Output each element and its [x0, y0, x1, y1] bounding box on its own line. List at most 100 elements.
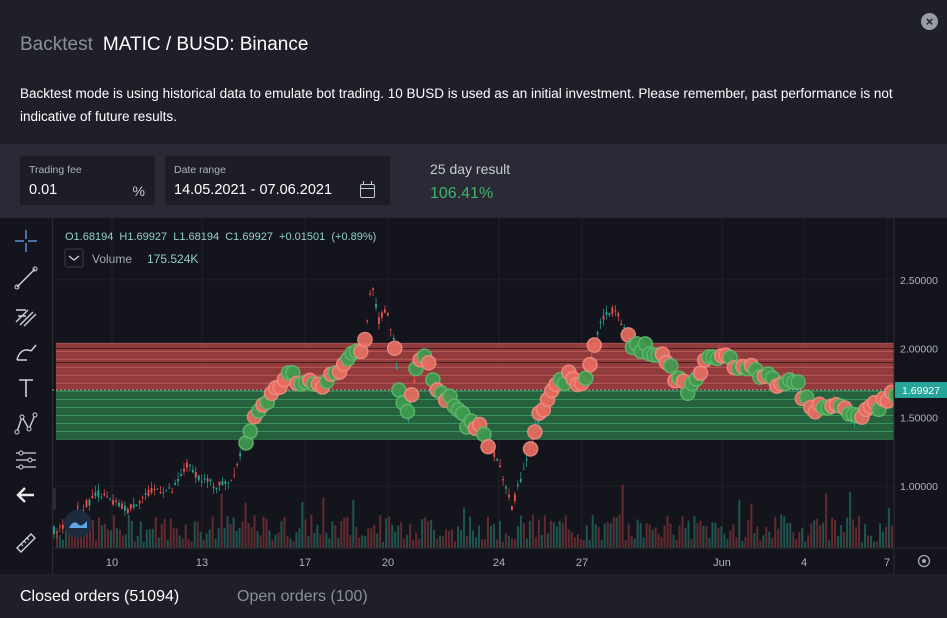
volume-bar — [603, 523, 606, 548]
volume-bar — [753, 533, 756, 548]
candle-body — [212, 486, 215, 488]
volume-bar — [588, 539, 591, 548]
volume-bar — [400, 522, 403, 548]
volume-bar — [567, 529, 570, 548]
volume-bar — [253, 515, 256, 548]
volume-bar — [115, 528, 118, 548]
last-price-tag: 1.69927 — [895, 381, 947, 398]
volume-bar — [750, 503, 753, 548]
trend-line-icon[interactable] — [13, 265, 39, 291]
crosshair-icon[interactable] — [13, 228, 39, 254]
volume-bar — [169, 518, 172, 548]
volume-bar — [283, 516, 286, 548]
volume-bar — [594, 524, 597, 548]
sell-order-marker — [420, 354, 437, 371]
volume-bar — [513, 539, 516, 548]
volume-bar — [633, 538, 636, 548]
volume-bar — [711, 522, 714, 548]
chart-area[interactable]: 2.50000 2.00000 1.50000 1.00000 10 13 17 20 24 2… — [0, 218, 947, 574]
volume-bar — [445, 529, 448, 548]
volume-bar — [457, 526, 460, 548]
volume-bar — [418, 539, 421, 548]
sell-order-marker — [522, 441, 539, 457]
volume-bar — [522, 523, 525, 548]
volume-bar — [732, 524, 735, 548]
volume-bar — [561, 522, 564, 548]
volume-bar — [475, 537, 477, 548]
volume-bar — [831, 517, 834, 548]
sell-order-marker — [480, 438, 496, 455]
trading-fee-field[interactable]: Trading fee 0.01 % — [20, 156, 155, 205]
fib-icon[interactable] — [13, 302, 39, 328]
candle-body — [596, 331, 599, 335]
volume-bar — [798, 532, 801, 548]
tab-closed-orders[interactable]: Closed orders (51094) — [20, 588, 180, 605]
candle-body — [106, 496, 109, 498]
measure-icon[interactable] — [13, 447, 39, 473]
trading-fee-value[interactable]: 0.01 — [29, 182, 58, 198]
volume-bar — [319, 534, 322, 548]
volume-bar — [178, 535, 181, 548]
volume-bar — [489, 525, 492, 548]
volume-bar — [837, 535, 840, 548]
volume-bar — [600, 540, 603, 548]
gear-icon[interactable] — [917, 554, 931, 568]
volume-bar — [328, 538, 331, 548]
volume-bar — [187, 538, 190, 548]
volume-bar — [91, 520, 94, 548]
price-chart[interactable]: 2.50000 2.00000 1.50000 1.00000 10 13 17 20 24 2… — [52, 218, 947, 574]
volume-bar — [385, 518, 388, 548]
calendar-icon[interactable] — [360, 181, 375, 198]
volume-bar — [442, 536, 445, 548]
volume-bar — [223, 528, 226, 548]
volume-bar — [325, 532, 328, 548]
text-icon[interactable] — [13, 375, 39, 401]
candle-body — [85, 500, 88, 507]
volume-bar — [415, 532, 418, 548]
volume-bar — [651, 529, 654, 548]
candle-body — [171, 491, 174, 493]
volume-bar — [699, 520, 702, 548]
close-icon[interactable]: × — [921, 13, 938, 30]
back-arrow-icon[interactable] — [13, 482, 39, 508]
volume-bar — [708, 538, 711, 548]
volume-bar — [828, 540, 831, 548]
candle-body — [372, 288, 374, 290]
candle-body — [147, 489, 150, 496]
volume-bar — [507, 535, 510, 548]
volume-bar — [726, 539, 729, 548]
chevron-down-icon — [68, 255, 80, 261]
sell-order-marker — [692, 365, 709, 381]
candle-body — [381, 312, 383, 318]
volume-bar — [286, 535, 289, 548]
x-tick-label: 10 — [106, 557, 118, 569]
brush-icon[interactable] — [13, 339, 39, 365]
ruler-icon[interactable] — [13, 530, 39, 556]
volume-bar — [313, 533, 316, 548]
volume-bar — [852, 519, 855, 548]
date-range-value[interactable]: 14.05.2021 - 07.06.2021 — [174, 182, 333, 198]
candle-body — [230, 479, 233, 481]
sell-order-marker — [386, 340, 403, 357]
tab-open-orders[interactable]: Open orders (100) — [237, 588, 368, 605]
volume-bar — [160, 523, 163, 548]
volume-bar — [876, 541, 879, 548]
candle-body — [502, 479, 504, 481]
volume-bar — [531, 514, 534, 548]
volume-bar — [684, 527, 687, 548]
volume-bar — [265, 518, 268, 548]
volume-bar — [621, 484, 624, 548]
volume-bar — [340, 520, 343, 548]
volume-bar — [546, 533, 549, 548]
volume-bar — [573, 537, 576, 548]
pattern-icon[interactable] — [13, 411, 39, 437]
volume-bar — [669, 523, 672, 548]
legend-collapse-button[interactable] — [64, 248, 84, 268]
toolbar-collapse-handle[interactable] — [52, 488, 56, 510]
volume-bar — [486, 516, 489, 548]
result-label: 25 day result — [430, 161, 511, 177]
volume-bar — [738, 499, 741, 548]
x-tick-label: 24 — [493, 557, 505, 569]
date-range-field[interactable]: Date range 14.05.2021 - 07.06.2021 — [165, 156, 390, 205]
sell-order-marker — [586, 337, 603, 353]
